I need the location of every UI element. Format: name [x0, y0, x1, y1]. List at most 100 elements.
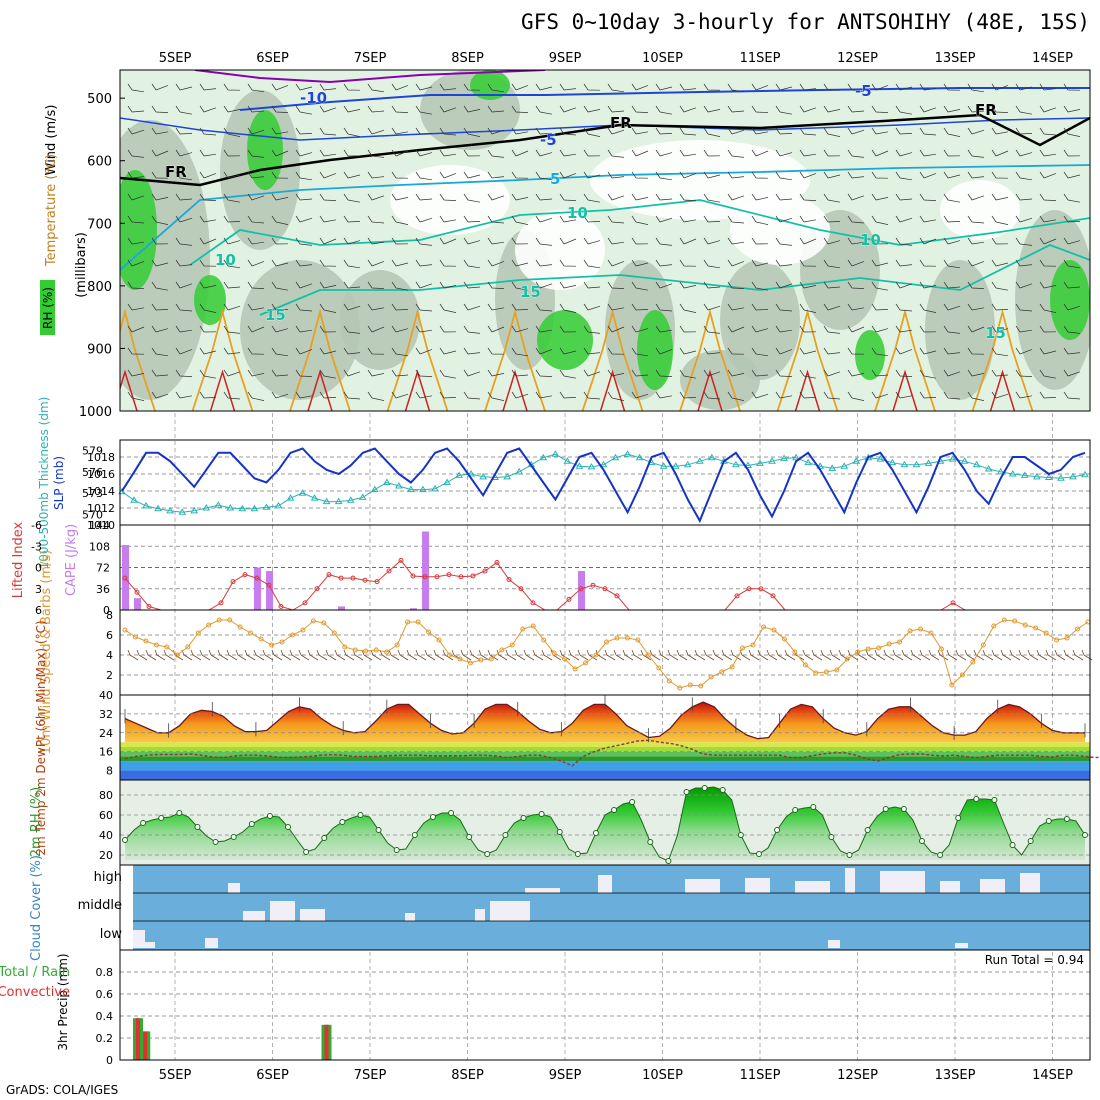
wind-speed-point: [604, 639, 609, 645]
dewpoint-band: [120, 770, 1090, 780]
wind-barb: [175, 83, 193, 91]
wind-barb: [199, 193, 217, 201]
precip-convective-bar: [136, 1018, 140, 1060]
surface-wind-barb: [640, 649, 652, 661]
rh-point: [484, 851, 491, 857]
wind-barb: [175, 281, 193, 289]
surface-wind-barb: [775, 649, 787, 661]
thickness-tick-label: 576: [82, 466, 103, 479]
wind-barb: [799, 281, 817, 289]
rh-point: [973, 796, 980, 802]
wind-barb: [319, 391, 337, 399]
wind-barb: [343, 303, 361, 311]
wind-barb: [631, 215, 649, 225]
wind-speed-point: [645, 652, 651, 658]
surface-wind-barb: [127, 649, 139, 661]
wind-barb: [127, 325, 145, 333]
contour-25: [209, 369, 236, 411]
surface-wind-barb: [928, 649, 940, 661]
wind-barb: [175, 171, 193, 181]
thickness-point: [431, 484, 439, 492]
wind-barb: [511, 281, 529, 291]
wind-speed-point: [530, 623, 536, 629]
wind-barb: [991, 237, 1009, 245]
thickness-point: [984, 465, 993, 472]
wind-barb: [127, 303, 145, 311]
wind-barb: [847, 171, 865, 179]
wind-barb: [151, 281, 169, 291]
lifted-index-point: [302, 600, 308, 606]
wind-speed-point: [802, 662, 808, 668]
dewpoint-band: [120, 746, 1090, 752]
wind-barb: [247, 347, 265, 355]
wind-barb: [727, 237, 745, 245]
cloud-high-bar: [598, 875, 612, 893]
wind-barb: [895, 105, 913, 115]
wind-barb: [199, 391, 217, 399]
wind-barb: [535, 127, 553, 135]
wind-barb: [559, 325, 577, 333]
rh-point: [303, 849, 310, 855]
bottom-day-label: 13SEP: [935, 1068, 976, 1083]
wind-barb: [919, 215, 937, 223]
rh-legend-swatch: [40, 280, 55, 335]
wind-barb: [1039, 303, 1057, 313]
wind-barb: [487, 105, 505, 113]
wind-barb: [199, 105, 217, 113]
wind-barb: [1015, 303, 1033, 312]
thickness-point: [226, 504, 235, 511]
wind-barb: [895, 215, 913, 223]
surface-wind-barb: [262, 649, 274, 661]
wind-barb: [943, 127, 961, 137]
wind-barb: [1015, 325, 1033, 333]
surface-wind-barb: [397, 649, 409, 661]
wind-barb: [415, 149, 433, 157]
wind-barb: [151, 347, 169, 357]
wind-barb: [223, 303, 241, 311]
wind-barb: [511, 149, 529, 157]
surface-wind-barb: [541, 649, 553, 661]
wind-tick-label: 4: [106, 649, 113, 662]
wind-barb: [127, 83, 145, 93]
wind-barb: [703, 193, 721, 203]
lifted-index-point: [386, 568, 392, 574]
wind-barb: [559, 83, 577, 91]
wind-barb: [871, 171, 889, 179]
lifted-index-point: [614, 593, 620, 599]
temp-tick-label: 40: [99, 689, 113, 702]
wind-barb: [655, 369, 673, 377]
wind-barb: [367, 347, 385, 355]
wind-barb: [1039, 325, 1057, 333]
wind-barb: [247, 149, 265, 158]
lifted-index-point: [506, 577, 512, 583]
wind-barb: [751, 391, 769, 399]
thickness-point: [455, 471, 463, 478]
wind-barb: [151, 391, 169, 399]
surface-wind-barb: [685, 649, 697, 661]
wind-speed-point: [886, 641, 892, 647]
wind-barb: [631, 281, 649, 291]
wind-barb: [271, 215, 289, 225]
rh-shade: [340, 270, 420, 370]
wind-barb: [607, 391, 625, 401]
wind-barb: [535, 237, 553, 246]
surface-wind-barb: [703, 649, 715, 661]
wind-barb: [175, 391, 193, 399]
wind-barb: [535, 83, 553, 91]
thickness-tick-label: 579: [82, 445, 103, 458]
wind-speed-point: [373, 647, 379, 653]
temp-tick-label: 8: [106, 765, 113, 778]
wind-barb: [223, 325, 241, 334]
surface-wind-barb: [271, 649, 283, 661]
wind-barb: [463, 281, 481, 289]
rh-shade: [925, 260, 995, 400]
surface-wind-barb: [577, 649, 589, 661]
wind-barb: [1015, 105, 1033, 115]
wind-barb: [271, 127, 289, 135]
thickness-point: [394, 482, 403, 489]
wind-barb: [559, 303, 577, 313]
wind-barb: [967, 127, 985, 135]
wind-barb: [175, 149, 193, 157]
wind-barb: [463, 391, 481, 400]
wind-barb: [895, 83, 913, 91]
